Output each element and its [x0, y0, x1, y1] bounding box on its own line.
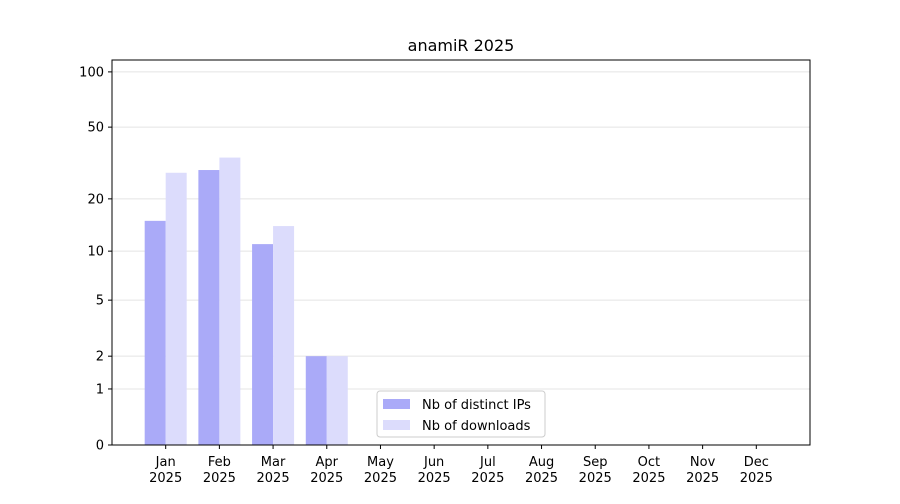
x-tick-label: 2025 — [579, 471, 612, 486]
legend: Nb of distinct IPs Nb of downloads — [376, 390, 546, 438]
x-tick-label: Sep — [583, 455, 608, 470]
bar — [219, 157, 241, 446]
chart-title: anamiR 2025 — [408, 36, 515, 55]
legend-swatch — [383, 420, 410, 430]
x-tick-label: 2025 — [471, 471, 504, 486]
bar — [273, 226, 295, 445]
x-tick-label: 2025 — [525, 471, 558, 486]
x-tick-label: 2025 — [203, 471, 236, 486]
x-tick-label: 2025 — [149, 471, 182, 486]
x-tick-label: Oct — [638, 455, 660, 470]
x-tick-label: Apr — [316, 455, 339, 470]
y-tick-label: 10 — [87, 245, 104, 260]
x-tick-label: 2025 — [740, 471, 773, 486]
bar — [326, 356, 348, 445]
x-tick-label: 2025 — [632, 471, 665, 486]
x-tick-label: 2025 — [310, 471, 343, 486]
y-tick-label: 2 — [96, 350, 104, 365]
x-tick-label: 2025 — [257, 471, 290, 486]
legend-label: Nb of downloads — [422, 419, 531, 434]
y-tick-label: 20 — [87, 192, 104, 207]
x-tick-label: 2025 — [364, 471, 397, 486]
x-tick-label: Feb — [208, 455, 231, 470]
legend-swatch — [383, 399, 410, 409]
x-tick-label: Dec — [744, 455, 769, 470]
bar — [144, 220, 166, 445]
bar — [198, 170, 220, 445]
x-tick-label: Nov — [690, 455, 716, 470]
legend-frame — [376, 390, 546, 438]
x-tick-label: 2025 — [686, 471, 719, 486]
x-tick-label: Mar — [261, 455, 286, 470]
plot-frame — [111, 59, 811, 446]
y-tick-label: 50 — [87, 121, 104, 136]
x-tick-label: Jan — [155, 455, 176, 470]
y-tick-label: 0 — [96, 439, 104, 454]
x-tick-label: Jul — [479, 455, 496, 470]
bar — [305, 356, 327, 445]
x-tick-label: Aug — [529, 455, 554, 470]
x-tick-label: May — [367, 455, 394, 470]
x-tick-label: 2025 — [418, 471, 451, 486]
y-tick-label: 5 — [96, 294, 104, 309]
bar — [165, 172, 187, 445]
bar — [252, 244, 274, 445]
y-tick-label: 1 — [96, 382, 104, 397]
y-tick-label: 100 — [79, 65, 104, 80]
x-tick-label: Jun — [423, 455, 444, 470]
legend-label: Nb of distinct IPs — [422, 398, 531, 413]
